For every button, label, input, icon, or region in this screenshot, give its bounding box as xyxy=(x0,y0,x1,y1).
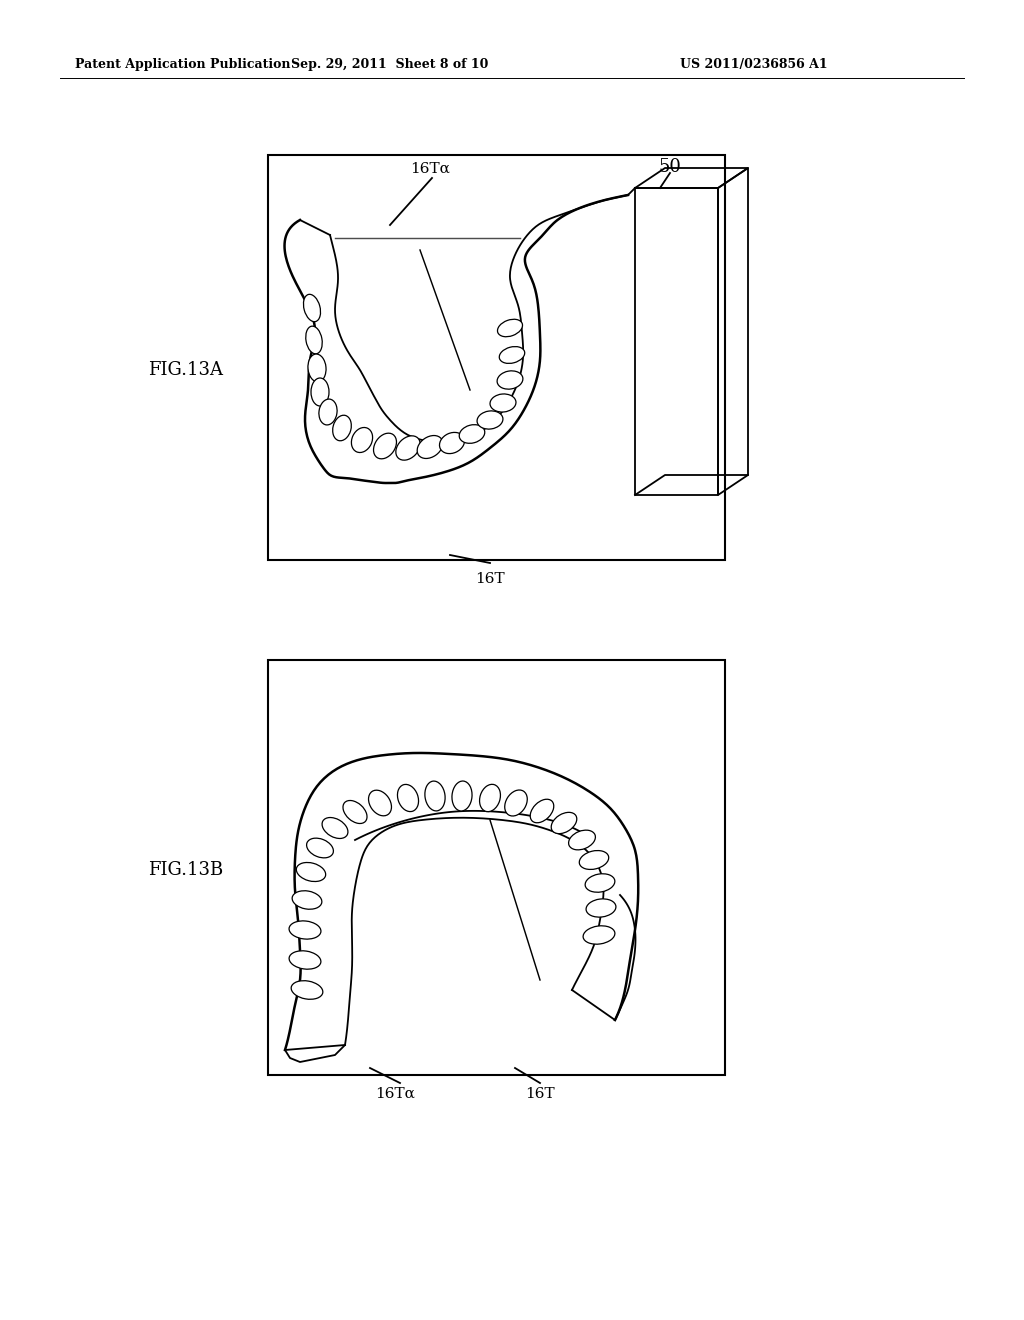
Ellipse shape xyxy=(291,981,323,999)
Ellipse shape xyxy=(289,950,321,969)
Ellipse shape xyxy=(530,799,554,822)
Bar xyxy=(268,154,725,560)
Text: 16T: 16T xyxy=(475,572,505,586)
Ellipse shape xyxy=(459,425,484,444)
Ellipse shape xyxy=(397,784,419,812)
Ellipse shape xyxy=(479,784,501,812)
Ellipse shape xyxy=(417,436,442,458)
Ellipse shape xyxy=(303,294,321,322)
Ellipse shape xyxy=(333,416,351,441)
Ellipse shape xyxy=(323,817,348,838)
Ellipse shape xyxy=(425,781,445,810)
Ellipse shape xyxy=(568,830,595,850)
Text: FIG.13A: FIG.13A xyxy=(148,360,223,379)
Ellipse shape xyxy=(306,326,323,354)
Ellipse shape xyxy=(306,838,334,858)
Ellipse shape xyxy=(586,899,615,917)
Ellipse shape xyxy=(318,399,337,425)
Text: Patent Application Publication: Patent Application Publication xyxy=(75,58,291,71)
Text: FIG.13B: FIG.13B xyxy=(148,861,223,879)
Ellipse shape xyxy=(580,850,608,870)
Ellipse shape xyxy=(351,428,373,453)
Ellipse shape xyxy=(289,921,321,939)
Ellipse shape xyxy=(498,319,522,337)
Text: Sep. 29, 2011  Sheet 8 of 10: Sep. 29, 2011 Sheet 8 of 10 xyxy=(291,58,488,71)
Ellipse shape xyxy=(308,354,326,381)
Ellipse shape xyxy=(396,436,420,461)
Ellipse shape xyxy=(497,371,523,389)
Ellipse shape xyxy=(369,791,391,816)
Ellipse shape xyxy=(311,378,329,407)
Text: US 2011/0236856 A1: US 2011/0236856 A1 xyxy=(680,58,827,71)
Ellipse shape xyxy=(477,411,503,429)
Ellipse shape xyxy=(505,789,527,816)
Ellipse shape xyxy=(551,812,577,834)
Ellipse shape xyxy=(439,433,465,454)
Text: 16T: 16T xyxy=(525,1086,555,1101)
Ellipse shape xyxy=(583,925,614,944)
Ellipse shape xyxy=(292,891,322,909)
Text: 16Tα: 16Tα xyxy=(375,1086,415,1101)
Bar xyxy=(268,660,725,1074)
Ellipse shape xyxy=(296,862,326,882)
Ellipse shape xyxy=(452,781,472,810)
Text: 50: 50 xyxy=(658,158,681,176)
Ellipse shape xyxy=(500,347,524,363)
Text: 16Tα: 16Tα xyxy=(410,162,450,176)
Ellipse shape xyxy=(490,393,516,412)
Ellipse shape xyxy=(374,433,396,459)
Ellipse shape xyxy=(585,874,614,892)
Ellipse shape xyxy=(343,800,367,824)
